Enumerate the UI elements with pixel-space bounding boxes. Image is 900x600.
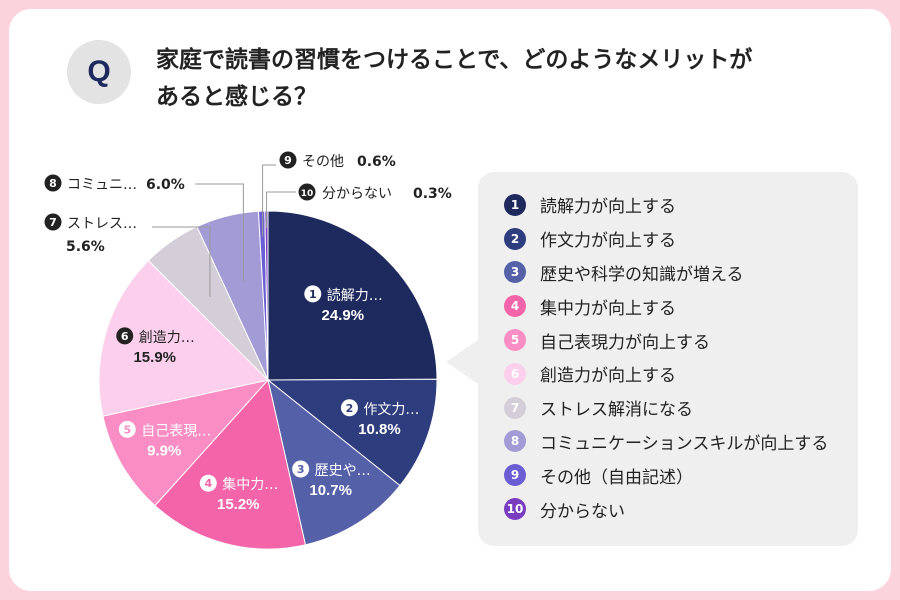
- legend: 1 読解力が向上する 2 作文力が向上する 3 歴史や科学の知識が増える 4 集中力が向上する…: [478, 172, 858, 546]
- legend-label-4: 集中力が向上する: [540, 298, 676, 319]
- outside-name-9: その他: [302, 154, 344, 170]
- pie-slice-1: [267, 210, 438, 381]
- pie-slice-3: [267, 378, 401, 546]
- slice-label-5: 5 自己表現… 9.9%: [118, 420, 211, 459]
- svg-text:3: 3: [297, 463, 305, 476]
- legend-num-7: 7: [504, 396, 526, 419]
- legend-label-1: 読解力が向上する: [540, 197, 676, 218]
- legend-item-10: 10 分からない: [504, 492, 828, 526]
- slice-num-3: 3: [292, 460, 310, 478]
- outside-value-10: 0.3%: [413, 186, 452, 202]
- legend-item-9: 9 その他（自由記述）: [504, 458, 828, 492]
- slice-value-2: 10.8%: [358, 421, 401, 438]
- pie-slice-4: [154, 378, 307, 550]
- outside-value-9: 0.6%: [357, 154, 396, 170]
- legend-num-8: 8: [504, 430, 526, 453]
- legend-item-5: 5 自己表現力が向上する: [504, 323, 828, 357]
- legend-list: 1 読解力が向上する 2 作文力が向上する 3 歴史や科学の知識が増える 4 集中力が向上する…: [504, 188, 828, 526]
- svg-text:1: 1: [309, 288, 317, 301]
- slice-label-2: 2 作文力… 10.8%: [340, 399, 419, 438]
- slice-value-5: 9.9%: [147, 442, 181, 459]
- slice-label-1: 1 読解力… 24.9%: [304, 285, 383, 324]
- slice-value-6: 15.9%: [133, 349, 176, 366]
- outside-name-10: 分からない: [322, 186, 392, 202]
- legend-label-9: その他（自由記述）: [540, 467, 693, 488]
- legend-num-6: 6: [504, 362, 526, 385]
- legend-label-2: 作文力が向上する: [540, 231, 676, 252]
- slice-num-4: 4: [199, 474, 217, 492]
- svg-text:7: 7: [49, 216, 57, 229]
- slice-name-6: 創造力…: [139, 330, 195, 346]
- outside-num-7: 7: [44, 213, 62, 231]
- legend-item-3: 3 歴史や科学の知識が増える: [504, 256, 828, 290]
- pie-slice-5: [102, 379, 270, 507]
- question-line-1: 家庭で読書の習慣をつけることで、どのようなメリットが: [156, 47, 753, 73]
- leader-10: [266, 191, 296, 228]
- legend-label-10: 分からない: [540, 501, 625, 522]
- legend-label-7: ストレス解消になる: [540, 400, 693, 421]
- outside-name-8: コミュニ…: [67, 177, 137, 193]
- svg-text:10: 10: [301, 189, 314, 199]
- legend-item-4: 4 集中力が向上する: [504, 289, 828, 323]
- outside-name-7: ストレス…: [67, 216, 137, 232]
- slice-label-4: 4 集中力… 15.2%: [199, 474, 278, 513]
- legend-item-7: 7 ストレス解消になる: [504, 391, 828, 425]
- slice-name-3: 歴史や…: [315, 463, 371, 479]
- svg-text:2: 2: [346, 402, 354, 415]
- svg-text:9: 9: [284, 154, 292, 167]
- legend-label-8: コミュニケーションスキルが向上する: [540, 433, 829, 454]
- outside-value-7: 5.6%: [66, 239, 105, 255]
- q-badge: Q: [67, 40, 131, 104]
- legend-num-9: 9: [504, 464, 526, 487]
- slice-num-2: 2: [340, 399, 358, 417]
- legend-pointer: [446, 340, 478, 384]
- legend-num-2: 2: [504, 227, 526, 250]
- outside-num-10: 10: [298, 183, 316, 201]
- pie-slice-6: [98, 259, 270, 417]
- question-line-2: あると感じる？: [156, 84, 317, 110]
- outside-value-8: 6.0%: [146, 177, 185, 193]
- legend-num-4: 4: [504, 295, 526, 318]
- slice-value-1: 24.9%: [322, 307, 365, 324]
- slice-name-4: 集中力…: [222, 476, 278, 493]
- leader-8: [195, 183, 244, 282]
- legend-item-8: 8 コミュニケーションスキルが向上する: [504, 425, 828, 459]
- legend-item-1: 1 読解力が向上する: [504, 188, 828, 222]
- outside-num-9: 9: [279, 151, 297, 169]
- legend-num-5: 5: [504, 329, 526, 352]
- slice-value-4: 15.2%: [217, 496, 260, 513]
- slice-name-2: 作文力…: [363, 402, 419, 418]
- slice-value-3: 10.7%: [309, 482, 352, 499]
- svg-text:6: 6: [121, 330, 129, 343]
- slice-num-5: 5: [118, 420, 136, 438]
- legend-num-1: 1: [504, 193, 526, 216]
- svg-text:4: 4: [204, 477, 212, 490]
- legend-label-6: 創造力が向上する: [540, 366, 676, 387]
- slice-name-5: 自己表現…: [141, 423, 211, 439]
- slice-label-3: 3 歴史や… 10.7%: [292, 460, 371, 499]
- leader-9: [262, 164, 276, 237]
- legend-num-10: 10: [504, 498, 526, 521]
- legend-num-3: 3: [504, 261, 526, 284]
- leader-7: [152, 226, 211, 297]
- pie-slice-2: [266, 378, 438, 487]
- svg-text:5: 5: [123, 423, 131, 436]
- question-title: 家庭で読書の習慣をつけることで、どのようなメリットが あると感じる？: [156, 42, 836, 116]
- outside-num-8: 8: [44, 174, 62, 192]
- legend-label-3: 歴史や科学の知識が増える: [540, 264, 744, 285]
- svg-text:8: 8: [49, 177, 57, 190]
- slice-name-1: 読解力…: [327, 287, 383, 304]
- slice-num-6: 6: [116, 327, 134, 345]
- legend-item-6: 6 創造力が向上する: [504, 357, 828, 391]
- slice-label-6: 6 創造力… 15.9%: [116, 327, 195, 366]
- legend-item-2: 2 作文力が向上する: [504, 222, 828, 256]
- slice-num-1: 1: [304, 285, 322, 303]
- legend-label-5: 自己表現力が向上する: [540, 332, 710, 353]
